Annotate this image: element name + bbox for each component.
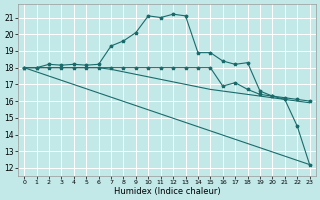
X-axis label: Humidex (Indice chaleur): Humidex (Indice chaleur) xyxy=(114,187,220,196)
